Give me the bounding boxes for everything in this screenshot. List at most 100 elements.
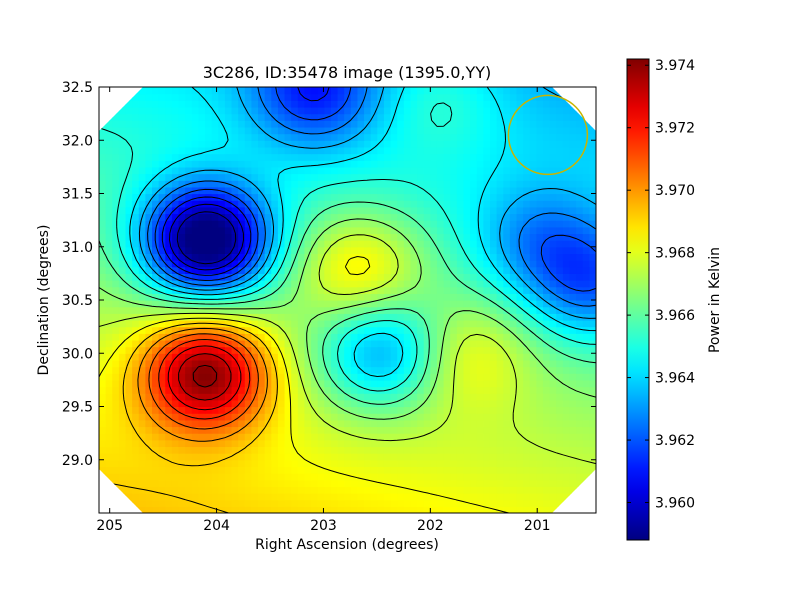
heatmap-cell [191,413,199,421]
heatmap-cell [251,399,259,408]
heatmap-cell [496,419,504,428]
heatmap-cell [324,306,332,314]
heatmap-cell [403,286,412,294]
heatmap-cell [397,160,405,168]
heatmap-cell [205,253,213,261]
heatmap-cell [496,173,504,181]
heatmap-cell [185,260,193,268]
heatmap-cell [403,433,412,441]
heatmap-cell [112,226,120,235]
heatmap-cell [271,493,279,501]
heatmap-cell [503,153,511,161]
heatmap-cell [198,246,206,255]
heatmap-cell [99,466,107,474]
heatmap-cell [403,326,412,334]
heatmap-cell [158,459,166,468]
heatmap-cell [311,226,319,235]
heatmap-cell [456,200,465,208]
heatmap-cell [158,486,166,494]
heatmap-cell [542,433,551,441]
heatmap-cell [483,253,491,261]
heatmap-cell [251,333,259,341]
heatmap-cell [277,300,286,308]
heatmap-cell [536,439,544,448]
heatmap-cell [509,213,518,221]
heatmap-cell [377,226,385,235]
heatmap-cell [152,439,160,448]
heatmap-cell [99,346,107,354]
heatmap-cell [152,499,160,507]
heatmap-cell [132,373,140,381]
heatmap-cell [562,226,571,235]
heatmap-cell [277,473,286,481]
heatmap-cell [125,486,133,494]
heatmap-cell [549,506,557,513]
heatmap-cell [569,346,577,354]
heatmap-cell [251,93,259,101]
heatmap-cell [324,200,332,208]
heatmap-cell [158,226,166,235]
heatmap-cell [410,180,418,188]
heatmap-cell [410,439,418,448]
heatmap-cell [403,446,412,454]
heatmap-cell [489,353,498,361]
heatmap-cell [436,113,445,121]
heatmap-cell [443,106,451,115]
heatmap-cell [291,173,299,181]
heatmap-cell [291,493,299,501]
heatmap-cell [589,146,596,155]
heatmap-cell [463,180,471,188]
heatmap-cell [516,100,524,108]
heatmap-cell [509,173,518,181]
heatmap-cell [284,379,292,388]
heatmap-cell [350,153,359,161]
heatmap-cell [165,326,173,334]
heatmap-cell [496,206,504,215]
heatmap-cell [410,126,418,135]
heatmap-cell [470,253,478,261]
heatmap-cell [436,486,445,494]
heatmap-cell [403,126,412,135]
heatmap-cell [271,359,279,368]
heatmap-cell [171,506,180,513]
heatmap-cell [549,173,557,181]
heatmap-cell [450,200,458,208]
heatmap-cell [589,386,596,394]
heatmap-cell [556,213,564,221]
heatmap-cell [158,100,166,108]
heatmap-cell [258,346,266,354]
heatmap-cell [562,446,571,454]
heatmap-cell [231,126,239,135]
heatmap-cell [344,479,352,487]
heatmap-cell [410,206,418,215]
heatmap-cell [317,200,325,208]
heatmap-cell [470,193,478,201]
heatmap-cell [291,413,299,421]
heatmap-cell [357,453,365,461]
heatmap-cell [450,333,458,341]
heatmap-cell [509,206,518,215]
heatmap-cell [198,493,206,501]
heatmap-cell [105,473,113,481]
heatmap-cell [509,393,518,401]
heatmap-cell [344,87,352,95]
heatmap-cell [443,386,451,394]
heatmap-cell [509,493,518,501]
heatmap-cell [277,486,286,494]
heatmap-cell [516,173,524,181]
heatmap-cell [337,379,345,388]
heatmap-cell [191,280,199,288]
heatmap-cell [125,126,133,135]
heatmap-cell [430,339,438,348]
heatmap-cell [423,379,431,388]
heatmap-cell [370,140,378,148]
heatmap-cell [562,266,571,274]
heatmap-cell [284,433,292,441]
heatmap-cell [145,386,153,394]
heatmap-cell [317,246,325,255]
heatmap-cell [509,386,518,394]
heatmap-cell [112,426,120,434]
heatmap-cell [284,306,292,314]
heatmap-cell [138,173,146,181]
heatmap-cell [430,379,438,388]
